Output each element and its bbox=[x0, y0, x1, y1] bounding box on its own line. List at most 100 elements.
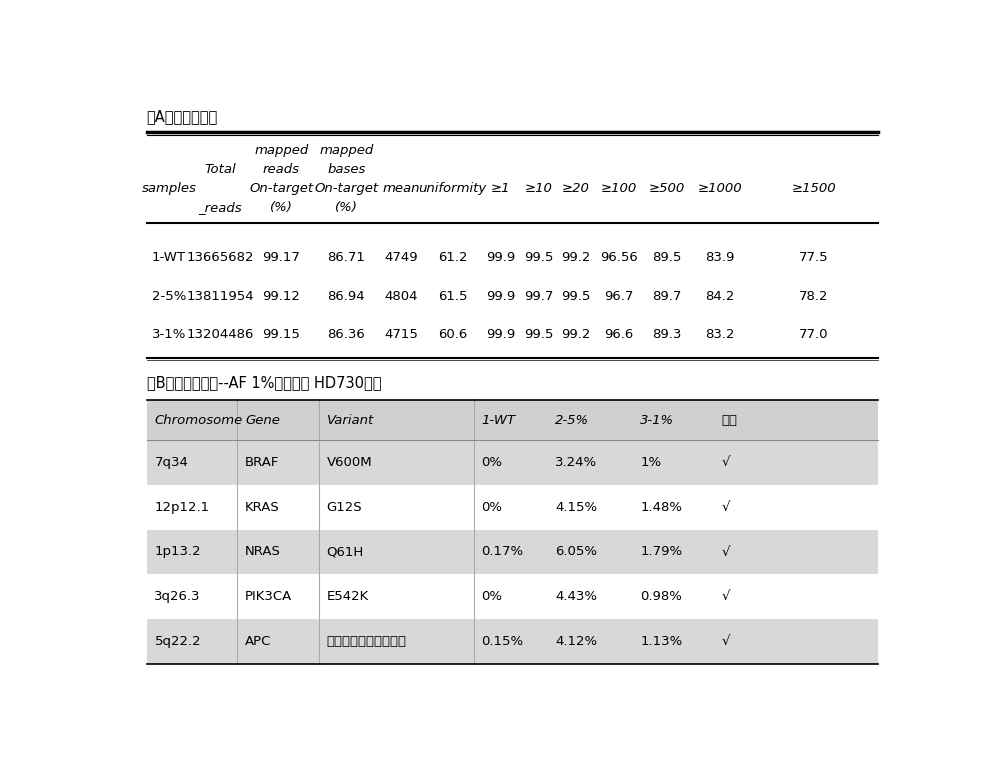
Text: 89.3: 89.3 bbox=[652, 328, 681, 341]
Text: NRAS: NRAS bbox=[245, 545, 281, 558]
Text: 4715: 4715 bbox=[384, 328, 418, 341]
Text: (%): (%) bbox=[270, 201, 293, 215]
Text: 86.71: 86.71 bbox=[327, 251, 365, 265]
Bar bbox=[147, 401, 878, 441]
Text: PIK3CA: PIK3CA bbox=[245, 590, 292, 603]
Text: uniformity: uniformity bbox=[418, 182, 487, 195]
Text: 96.6: 96.6 bbox=[604, 328, 633, 341]
Text: 83.9: 83.9 bbox=[705, 251, 734, 265]
Text: √: √ bbox=[722, 545, 730, 558]
Text: 99.17: 99.17 bbox=[262, 251, 300, 265]
Text: 86.36: 86.36 bbox=[327, 328, 365, 341]
Text: 0%: 0% bbox=[482, 456, 503, 469]
Text: Total: Total bbox=[204, 163, 236, 176]
Text: ≥10: ≥10 bbox=[525, 182, 553, 195]
Text: 13811954: 13811954 bbox=[186, 290, 254, 303]
Text: E542K: E542K bbox=[326, 590, 369, 603]
Text: 3-1%: 3-1% bbox=[152, 328, 186, 341]
Text: 99.7: 99.7 bbox=[524, 290, 554, 303]
Text: reads: reads bbox=[263, 163, 300, 176]
Text: 1p13.2: 1p13.2 bbox=[154, 545, 201, 558]
Text: _reads: _reads bbox=[198, 201, 242, 215]
Text: 5q22.2: 5q22.2 bbox=[154, 634, 201, 647]
Text: (%): (%) bbox=[335, 201, 358, 215]
Text: 99.12: 99.12 bbox=[262, 290, 300, 303]
Text: KRAS: KRAS bbox=[245, 501, 280, 514]
Text: G12S: G12S bbox=[326, 501, 362, 514]
Text: 96.56: 96.56 bbox=[600, 251, 638, 265]
Text: （A）覆盖率统计: （A）覆盖率统计 bbox=[147, 109, 218, 125]
Text: Chromosome: Chromosome bbox=[154, 414, 243, 427]
Bar bbox=[147, 619, 878, 664]
Text: 7q34: 7q34 bbox=[154, 456, 188, 469]
Text: ≥20: ≥20 bbox=[562, 182, 590, 195]
Text: 99.9: 99.9 bbox=[486, 328, 516, 341]
Text: ≥1: ≥1 bbox=[491, 182, 511, 195]
Text: 4804: 4804 bbox=[385, 290, 418, 303]
Text: Q61H: Q61H bbox=[326, 545, 364, 558]
Text: V600M: V600M bbox=[326, 456, 372, 469]
Text: 99.2: 99.2 bbox=[561, 328, 591, 341]
Text: 99.9: 99.9 bbox=[486, 251, 516, 265]
Text: （B）检测灵敏度--AF 1%（标准品 HD730）：: （B）检测灵敏度--AF 1%（标准品 HD730）： bbox=[147, 375, 381, 391]
Text: 61.5: 61.5 bbox=[438, 290, 467, 303]
Text: √: √ bbox=[722, 634, 730, 647]
Text: 1-WT: 1-WT bbox=[152, 251, 186, 265]
Text: 89.7: 89.7 bbox=[652, 290, 681, 303]
Text: 标准品未提供相关信息: 标准品未提供相关信息 bbox=[326, 634, 406, 647]
Text: 1.13%: 1.13% bbox=[640, 634, 683, 647]
Text: 61.2: 61.2 bbox=[438, 251, 467, 265]
Text: 4749: 4749 bbox=[384, 251, 418, 265]
Text: 3.24%: 3.24% bbox=[555, 456, 597, 469]
Text: 3-1%: 3-1% bbox=[640, 414, 674, 427]
Bar bbox=[147, 574, 878, 619]
Text: 83.2: 83.2 bbox=[705, 328, 735, 341]
Text: 2-5%: 2-5% bbox=[555, 414, 589, 427]
Text: ≥1000: ≥1000 bbox=[698, 182, 742, 195]
Text: APC: APC bbox=[245, 634, 272, 647]
Text: bases: bases bbox=[327, 163, 365, 176]
Text: 99.15: 99.15 bbox=[262, 328, 300, 341]
Text: 1.79%: 1.79% bbox=[640, 545, 682, 558]
Text: 0.98%: 0.98% bbox=[640, 590, 682, 603]
Text: 77.5: 77.5 bbox=[799, 251, 828, 265]
Text: 4.12%: 4.12% bbox=[555, 634, 597, 647]
Text: On-target: On-target bbox=[314, 182, 378, 195]
Text: 0%: 0% bbox=[482, 590, 503, 603]
Text: 60.6: 60.6 bbox=[438, 328, 467, 341]
Text: 99.5: 99.5 bbox=[561, 290, 591, 303]
Text: mapped: mapped bbox=[254, 144, 308, 157]
Text: 99.5: 99.5 bbox=[524, 251, 554, 265]
Text: 12p12.1: 12p12.1 bbox=[154, 501, 210, 514]
Text: Gene: Gene bbox=[245, 414, 280, 427]
Text: 99.9: 99.9 bbox=[486, 290, 516, 303]
Text: 13204486: 13204486 bbox=[186, 328, 254, 341]
Bar bbox=[147, 441, 878, 485]
Text: 86.94: 86.94 bbox=[327, 290, 365, 303]
Bar bbox=[147, 530, 878, 574]
Text: mean: mean bbox=[383, 182, 420, 195]
Text: ≥1500: ≥1500 bbox=[791, 182, 836, 195]
Text: 0%: 0% bbox=[482, 501, 503, 514]
Text: 96.7: 96.7 bbox=[604, 290, 633, 303]
Text: √: √ bbox=[722, 456, 730, 469]
Text: 2-5%: 2-5% bbox=[152, 290, 186, 303]
Text: 13665682: 13665682 bbox=[186, 251, 254, 265]
Text: 结果: 结果 bbox=[722, 414, 738, 427]
Text: 99.5: 99.5 bbox=[524, 328, 554, 341]
Text: samples: samples bbox=[141, 182, 196, 195]
Text: BRAF: BRAF bbox=[245, 456, 280, 469]
Bar bbox=[147, 485, 878, 530]
Text: 99.2: 99.2 bbox=[561, 251, 591, 265]
Text: 3q26.3: 3q26.3 bbox=[154, 590, 201, 603]
Text: 0.15%: 0.15% bbox=[482, 634, 524, 647]
Text: 89.5: 89.5 bbox=[652, 251, 681, 265]
Text: √: √ bbox=[722, 590, 730, 603]
Text: 6.05%: 6.05% bbox=[555, 545, 597, 558]
Text: 0.17%: 0.17% bbox=[482, 545, 524, 558]
Text: 4.43%: 4.43% bbox=[555, 590, 597, 603]
Text: 1-WT: 1-WT bbox=[482, 414, 516, 427]
Text: 78.2: 78.2 bbox=[799, 290, 828, 303]
Text: 1.48%: 1.48% bbox=[640, 501, 682, 514]
Text: On-target: On-target bbox=[249, 182, 313, 195]
